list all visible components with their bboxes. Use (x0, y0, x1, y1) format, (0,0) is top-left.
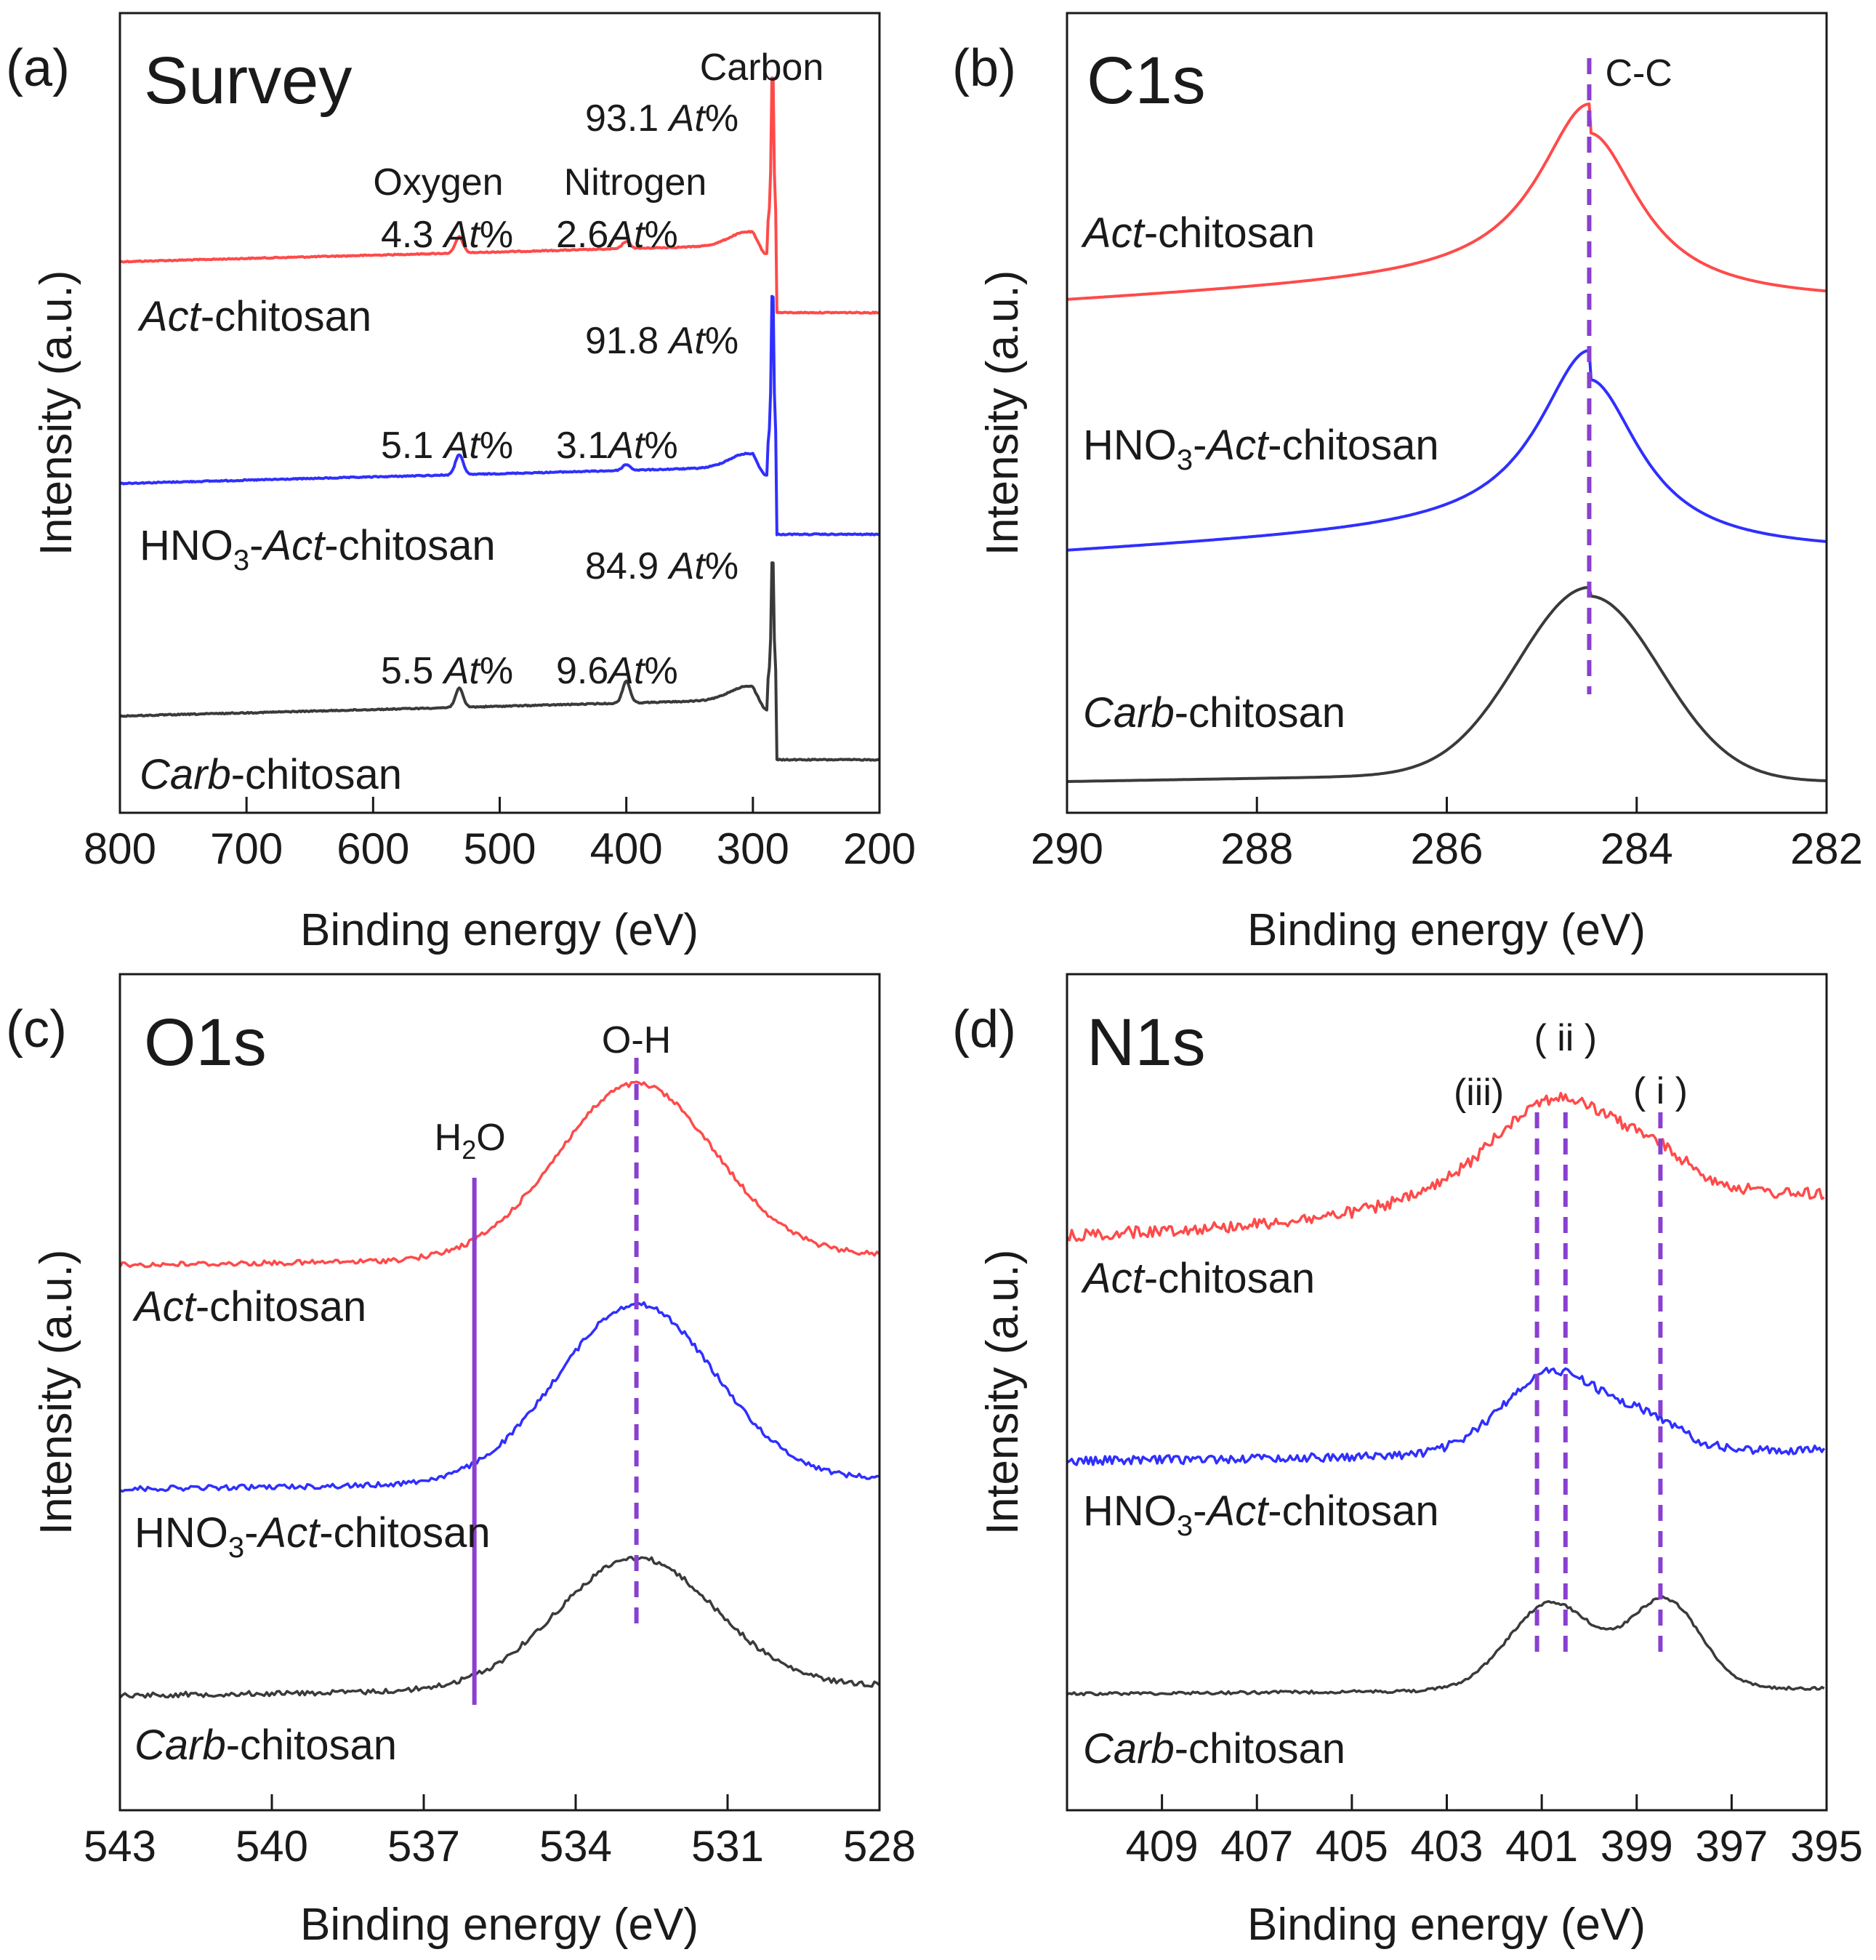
panel-d-ylabel: Intensity (a.u.) (978, 1250, 1028, 1535)
panel-d-xtick-label-399: 399 (1601, 1822, 1673, 1871)
panel-c-series-label-hno3: HNO3-Act-chitosan (134, 1509, 491, 1564)
panel-a-xtick-label-300: 300 (717, 824, 789, 873)
panel-b-line-act (1066, 103, 1827, 301)
panel-b-plot: 290 288 286 284 282 C-C (1031, 52, 1863, 873)
panel-d-xtick-label-407: 407 (1220, 1822, 1293, 1871)
act-oxygen-at: 4.3 At% (381, 214, 513, 256)
panel-a-xlabel: Binding energy (eV) (300, 905, 699, 955)
panel-d-series-label-carb: Carb-chitosan (1083, 1725, 1345, 1772)
hno3-nitrogen-at: 3.1At% (556, 425, 678, 467)
panel-c-line-act (118, 1080, 881, 1269)
panel-d-frame (1066, 973, 1828, 1812)
panel-a-label: (a) (6, 39, 70, 97)
carb-carbon-at: 84.9 At% (585, 545, 738, 587)
panel-a-xtick-label-800: 800 (84, 824, 156, 873)
panel-d: (d) N1s 409 407 405 403 401 399 397 395 (iii) ( i… (952, 973, 1863, 1950)
h2o-reference-label: H2O (435, 1117, 506, 1165)
panel-c-xtick-label-534: 534 (539, 1822, 612, 1871)
panel-a-line-carb (118, 561, 881, 762)
panel-b-xtick-label-284: 284 (1601, 824, 1673, 873)
panel-b: (b) C1s 290 288 286 284 282 C-C Binding energ… (952, 12, 1863, 955)
panel-a-xtick-label-600: 600 (337, 824, 409, 873)
panel-d-xtick-label-409: 409 (1126, 1822, 1199, 1871)
panel-c-xtick-label-537: 537 (387, 1822, 460, 1871)
panel-b-xtick-label-290: 290 (1031, 824, 1103, 873)
panel-b-title: C1s (1087, 44, 1206, 118)
panel-a-title: Survey (144, 44, 352, 118)
oxygen-label: Oxygen (373, 161, 503, 204)
panel-b-xtick-label-288: 288 (1220, 824, 1293, 873)
panel-b-frame (1066, 12, 1828, 814)
n1s-reference-label-nii: ( ii ) (1534, 1017, 1597, 1059)
oh-reference-label: O-H (602, 1019, 671, 1061)
panel-d-plot: 409 407 405 403 401 399 397 395 (iii) ( ii ) ( i ) (1066, 1017, 1863, 1871)
panel-b-series-label-act: Act-chitosan (1081, 209, 1315, 257)
panel-d-xtick-label-397: 397 (1695, 1822, 1768, 1871)
panel-a: (a) Survey 800 700 600 500 400 300 200 Binding… (6, 12, 916, 955)
panel-c-series-label-act: Act-chitosan (132, 1283, 366, 1330)
panel-c-line-carb (118, 1555, 881, 1699)
panel-a-series-label-hno3: HNO3-Act-chitosan (140, 522, 496, 577)
panel-c-xtick-label-531: 531 (691, 1822, 764, 1871)
n1s-reference-label-niii: (iii) (1454, 1072, 1504, 1114)
panel-c-ylabel: Intensity (a.u.) (31, 1250, 81, 1535)
panel-d-series-label-act: Act-chitosan (1081, 1255, 1315, 1302)
panel-b-xlabel: Binding energy (eV) (1247, 905, 1646, 955)
panel-d-line-act (1066, 1091, 1825, 1242)
panel-c-title: O1s (144, 1005, 267, 1080)
panel-a-xtick-label-700: 700 (210, 824, 283, 873)
panel-a-ylabel: Intensity (a.u.) (31, 270, 81, 556)
panel-c-xtick-label-528: 528 (843, 1822, 916, 1871)
panel-c-xlabel: Binding energy (eV) (300, 1900, 699, 1950)
hno3-oxygen-at: 5.1 At% (381, 425, 513, 467)
panel-c-line-hno3 (119, 1301, 880, 1493)
panel-d-line-hno3 (1066, 1366, 1826, 1466)
panel-c-xtick-label-540: 540 (235, 1822, 308, 1871)
panel-c-label: (c) (6, 1000, 67, 1059)
panel-b-xtick-label-282: 282 (1790, 824, 1863, 873)
panel-a-line-hno3 (119, 294, 880, 537)
panel-a-xtick-label-400: 400 (590, 824, 663, 873)
carb-nitrogen-at: 9.6At% (556, 650, 678, 692)
panel-c-series-label-carb: Carb-chitosan (134, 1722, 397, 1769)
panel-a-plot: 800 700 600 500 400 300 200 (84, 76, 916, 873)
panel-d-xtick-label-405: 405 (1316, 1822, 1388, 1871)
panel-b-series-label-hno3: HNO3-Act-chitosan (1083, 422, 1439, 476)
panel-b-xtick-label-286: 286 (1410, 824, 1483, 873)
panel-c: (c) O1s 543 540 537 534 531 528 O-H H2O Binding… (6, 973, 916, 1950)
panel-d-line-carb (1066, 1595, 1825, 1697)
panel-d-series-label-hno3: HNO3-Act-chitosan (1083, 1487, 1439, 1542)
panel-d-title: N1s (1087, 1005, 1206, 1080)
n1s-reference-label-ni: ( i ) (1633, 1070, 1688, 1112)
panel-b-series-label-carb: Carb-chitosan (1083, 689, 1345, 736)
cc-reference-label: C-C (1605, 52, 1672, 95)
panel-b-ylabel: Intensity (a.u.) (978, 270, 1028, 556)
panel-a-xtick-label-500: 500 (463, 824, 536, 873)
panel-a-series-label-act: Act-chitosan (137, 293, 371, 340)
act-nitrogen-at: 2.6At% (556, 214, 678, 256)
carb-oxygen-at: 5.5 At% (381, 650, 513, 692)
panel-b-line-carb (1067, 586, 1827, 783)
panel-d-xtick-label-403: 403 (1410, 1822, 1483, 1871)
panel-c-frame (118, 973, 881, 1812)
hno3-carbon-at: 91.8 At% (585, 320, 738, 362)
panel-b-line-hno3 (1066, 349, 1827, 552)
panel-a-frame (118, 12, 881, 814)
panel-a-series-label-carb: Carb-chitosan (140, 751, 402, 798)
panel-d-xtick-label-401: 401 (1505, 1822, 1578, 1871)
panel-d-xlabel: Binding energy (eV) (1247, 1900, 1646, 1950)
carbon-label: Carbon (700, 47, 824, 89)
panel-d-xtick-label-395: 395 (1790, 1822, 1863, 1871)
panel-b-label: (b) (952, 39, 1016, 97)
act-carbon-at: 93.1 At% (585, 97, 738, 140)
panel-a-line-act (119, 76, 880, 315)
panel-d-label: (d) (952, 1000, 1016, 1059)
panel-c-xtick-label-543: 543 (84, 1822, 156, 1871)
nitrogen-label: Nitrogen (564, 161, 707, 204)
panel-a-xtick-label-200: 200 (843, 824, 916, 873)
